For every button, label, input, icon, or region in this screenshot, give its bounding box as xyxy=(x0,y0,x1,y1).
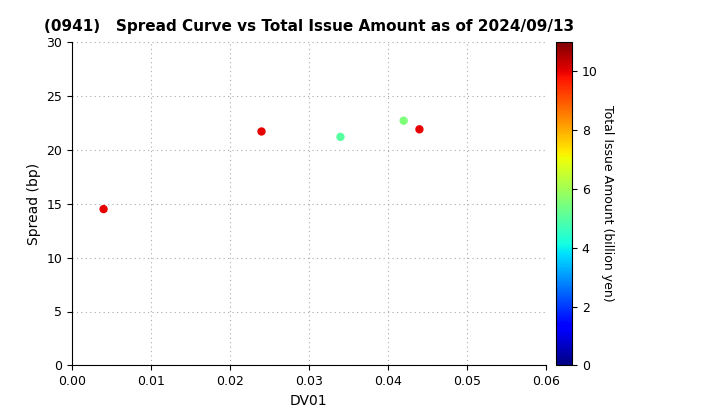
Title: (0941)   Spread Curve vs Total Issue Amount as of 2024/09/13: (0941) Spread Curve vs Total Issue Amoun… xyxy=(44,19,574,34)
Point xyxy=(256,128,267,135)
Y-axis label: Total Issue Amount (billion yen): Total Issue Amount (billion yen) xyxy=(601,105,614,302)
Point xyxy=(398,117,410,124)
Point xyxy=(414,126,426,133)
Y-axis label: Spread (bp): Spread (bp) xyxy=(27,163,41,245)
X-axis label: DV01: DV01 xyxy=(290,394,328,408)
Point xyxy=(335,134,346,140)
Point xyxy=(98,206,109,213)
